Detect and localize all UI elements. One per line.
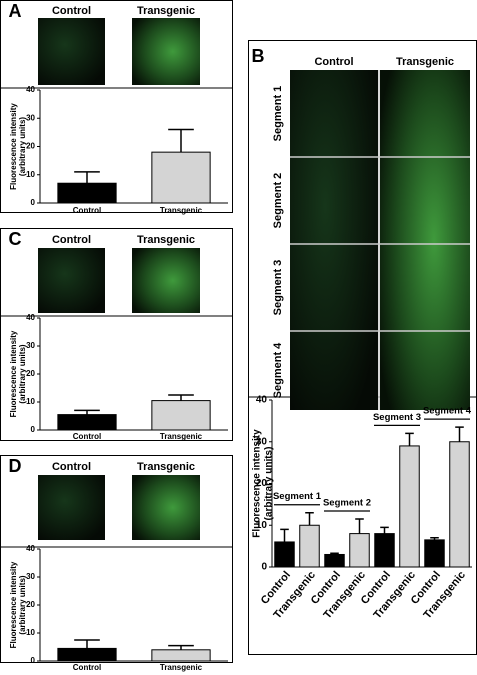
x-tick-label: Control [73, 432, 101, 441]
y-tick-label: 20 [26, 369, 35, 378]
y-tick-label: 10 [26, 170, 35, 179]
error-bar [168, 644, 194, 650]
y-tick-label: 40 [26, 544, 35, 553]
error-bar [280, 528, 289, 542]
micrograph [132, 248, 200, 313]
y-axis-label: Fluorescence intensity [9, 103, 18, 190]
bar [57, 182, 117, 204]
x-tick-label: Transgenic [160, 206, 203, 215]
bar [349, 533, 370, 568]
y-axis-label: Fluorescence intensity [9, 561, 18, 648]
error-bar [305, 511, 314, 526]
micrograph [380, 70, 470, 410]
error-bar [168, 128, 194, 153]
y-tick-label: 30 [26, 572, 35, 581]
y-axis-label: (arbitrary units) [18, 117, 27, 176]
y-tick-label: 40 [256, 395, 268, 406]
y-axis-label: Fluorescence intensity [252, 429, 263, 538]
bar [449, 441, 470, 568]
y-tick-label: 10 [26, 628, 35, 637]
x-tick-label: Transgenic [160, 663, 203, 672]
group-label: Segment 4 [423, 406, 472, 417]
image-header: Control [52, 234, 91, 246]
error-bar [405, 432, 414, 446]
y-tick-label: 0 [31, 425, 36, 434]
image-header: Transgenic [137, 234, 195, 246]
image-header: Transgenic [137, 5, 195, 17]
micrograph [38, 475, 105, 540]
y-tick-label: 0 [31, 656, 36, 665]
error-bar [74, 639, 100, 649]
bar [399, 445, 420, 568]
row-label: Segment 4 [272, 342, 284, 399]
panel-label: B [252, 46, 265, 66]
y-tick-label: 40 [26, 85, 35, 94]
y-tick-label: 10 [256, 520, 268, 531]
y-axis-label: (arbitrary units) [264, 447, 275, 521]
y-tick-label: 20 [256, 478, 268, 489]
y-axis-label: Fluorescence intensity [9, 330, 18, 417]
error-bar [355, 518, 364, 534]
group-label: Segment 2 [323, 498, 371, 509]
image-header: Control [52, 461, 91, 473]
x-tick-label: Control [73, 206, 101, 215]
group-label: Segment 3 [373, 412, 421, 423]
y-tick-label: 20 [26, 600, 35, 609]
error-bar [74, 409, 100, 415]
panel-frame [0, 228, 233, 441]
bar [299, 524, 320, 568]
image-header: Transgenic [137, 461, 195, 473]
error-bar [455, 426, 464, 442]
panel-label: A [9, 1, 22, 21]
group-label: Segment 1 [273, 491, 322, 502]
y-tick-label: 0 [31, 198, 36, 207]
row-label: Segment 2 [272, 173, 284, 229]
error-bar [74, 171, 100, 184]
bar [374, 533, 395, 568]
panel-frame [0, 0, 233, 213]
micrograph [132, 475, 200, 540]
bar [324, 553, 345, 568]
image-header: Transgenic [396, 56, 454, 68]
y-tick-label: 40 [26, 313, 35, 322]
y-tick-label: 20 [26, 142, 35, 151]
y-tick-label: 30 [26, 113, 35, 122]
row-label: Segment 3 [272, 260, 284, 316]
x-tick-label: Transgenic [160, 432, 203, 441]
row-label: Segment 1 [272, 86, 284, 142]
y-tick-label: 10 [26, 397, 35, 406]
micrograph [290, 70, 378, 410]
bar [274, 541, 295, 568]
bar [424, 539, 445, 568]
y-tick-label: 30 [26, 341, 35, 350]
image-header: Control [52, 5, 91, 17]
error-bar [168, 394, 194, 401]
error-bar [380, 526, 389, 534]
bar [151, 151, 211, 204]
y-axis-label: (arbitrary units) [18, 344, 27, 403]
bar [57, 647, 117, 662]
panel-label: D [9, 456, 22, 476]
y-axis-label: (arbitrary units) [18, 575, 27, 634]
bar [151, 400, 211, 431]
bar [151, 649, 211, 662]
error-bar [330, 552, 339, 555]
image-header: Control [314, 56, 353, 68]
error-bar [430, 537, 439, 540]
panel-frame [0, 455, 233, 663]
micrograph [38, 248, 105, 313]
micrograph [132, 18, 200, 85]
bar [57, 414, 117, 431]
x-tick-label: Control [73, 663, 101, 672]
y-tick-label: 30 [256, 436, 268, 447]
micrograph [38, 18, 105, 85]
y-tick-label: 0 [261, 562, 267, 573]
panel-label: C [9, 229, 22, 249]
